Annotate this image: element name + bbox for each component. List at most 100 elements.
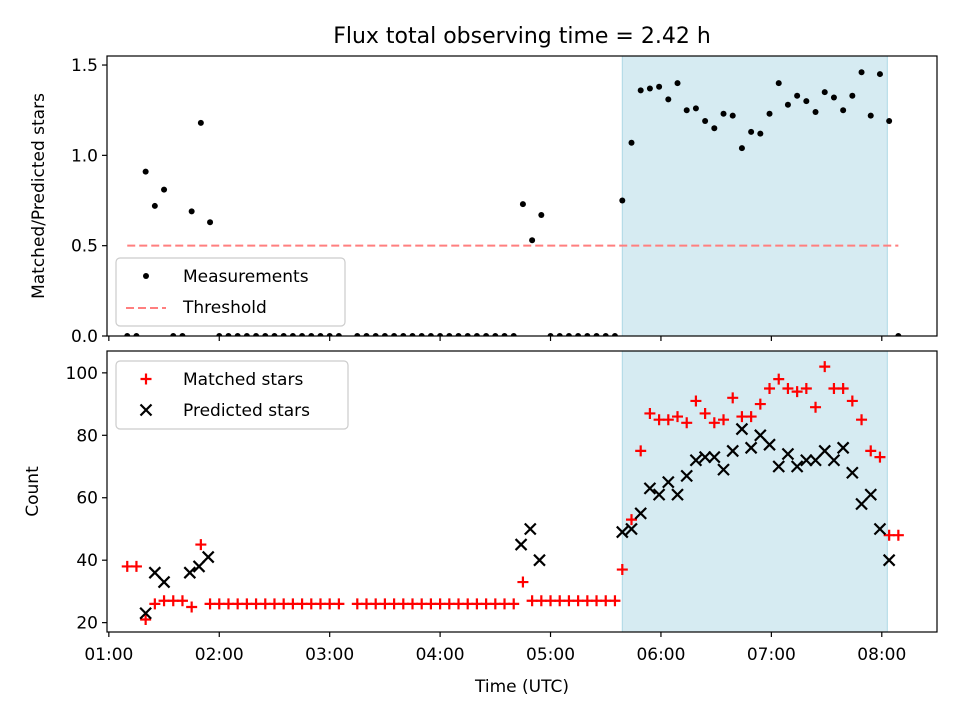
data-point	[556, 333, 563, 336]
y-tick-label: 20	[76, 614, 98, 634]
plot-area	[124, 69, 902, 336]
data-point	[535, 595, 547, 607]
data-point	[819, 361, 831, 373]
data-point	[665, 96, 672, 103]
data-point	[213, 598, 225, 610]
data-point	[510, 333, 517, 336]
legend-marker-x	[139, 403, 153, 417]
data-point	[855, 497, 868, 511]
data-point	[259, 598, 271, 610]
data-point	[204, 598, 216, 610]
data-point	[609, 595, 621, 607]
data-point	[634, 507, 647, 520]
data-point	[519, 201, 526, 208]
data-point	[637, 87, 644, 94]
data-point	[619, 197, 626, 204]
data-point	[803, 98, 810, 105]
data-point	[726, 444, 739, 458]
data-point	[148, 566, 162, 579]
data-point	[856, 414, 868, 426]
data-point	[400, 333, 407, 336]
data-point	[188, 208, 195, 215]
data-point	[416, 598, 428, 610]
data-point	[671, 488, 684, 501]
data-point	[782, 382, 794, 394]
data-point	[683, 107, 690, 114]
data-point	[492, 333, 499, 336]
data-point	[157, 575, 171, 589]
y-tick-label: 100	[66, 364, 98, 384]
data-point	[473, 333, 480, 336]
data-point	[192, 560, 206, 573]
data-point	[708, 450, 721, 464]
data-point	[314, 598, 326, 610]
data-point	[222, 598, 234, 610]
data-point	[462, 598, 474, 610]
data-point	[271, 333, 278, 336]
data-point	[508, 598, 520, 610]
data-point	[821, 89, 828, 96]
data-point	[565, 333, 572, 336]
data-point	[554, 595, 566, 607]
data-point	[575, 333, 582, 336]
axes-frame	[106, 350, 938, 633]
data-point	[305, 598, 317, 610]
data-point	[644, 407, 656, 419]
data-point	[225, 333, 232, 336]
data-point	[836, 441, 850, 455]
data-point	[681, 417, 693, 429]
y-tick-label: 1.0	[71, 146, 98, 166]
data-point	[370, 598, 382, 610]
data-point	[591, 595, 603, 607]
y-tick-label: 80	[76, 426, 98, 446]
data-point	[161, 186, 168, 193]
data-point	[800, 454, 813, 467]
x-tick-label: 06:00	[636, 645, 685, 665]
data-point	[611, 333, 618, 336]
axes-frame	[106, 55, 938, 337]
data-point	[672, 411, 684, 423]
series-predicted-stars	[139, 422, 896, 620]
data-point	[176, 595, 188, 607]
x-tick-label: 04:00	[416, 645, 465, 665]
data-point	[262, 333, 269, 336]
data-point	[234, 333, 241, 336]
data-point	[140, 614, 152, 626]
data-point	[662, 414, 674, 426]
data-point	[840, 107, 847, 114]
data-point	[892, 529, 904, 541]
data-point	[711, 125, 718, 132]
data-point	[514, 538, 528, 551]
data-point	[895, 333, 902, 336]
data-point	[874, 451, 886, 463]
data-point	[886, 118, 893, 125]
data-point	[772, 460, 786, 473]
data-point	[250, 598, 262, 610]
data-point	[142, 168, 149, 175]
data-point	[745, 411, 757, 423]
data-point	[547, 333, 554, 336]
data-point	[635, 445, 647, 457]
data-point	[526, 595, 538, 607]
data-point	[744, 441, 758, 455]
data-point	[372, 333, 379, 336]
data-point	[121, 560, 133, 572]
data-point	[766, 110, 773, 117]
data-point	[883, 529, 895, 541]
series-matched-stars	[121, 361, 904, 626]
data-point	[754, 429, 767, 442]
data-point	[849, 92, 856, 99]
data-point	[846, 466, 859, 480]
data-point	[717, 463, 730, 476]
data-point	[858, 69, 865, 76]
data-point	[243, 333, 250, 336]
data-point	[326, 333, 333, 336]
data-point	[616, 525, 629, 539]
data-point	[625, 522, 638, 536]
data-point	[763, 438, 776, 451]
data-point	[158, 595, 170, 607]
data-point	[363, 333, 370, 336]
data-point	[167, 595, 179, 607]
data-point	[790, 460, 804, 473]
top-panel: 0.0 0.5 1.0 1.5 Matched/Predicted stars Measu…	[29, 55, 938, 347]
